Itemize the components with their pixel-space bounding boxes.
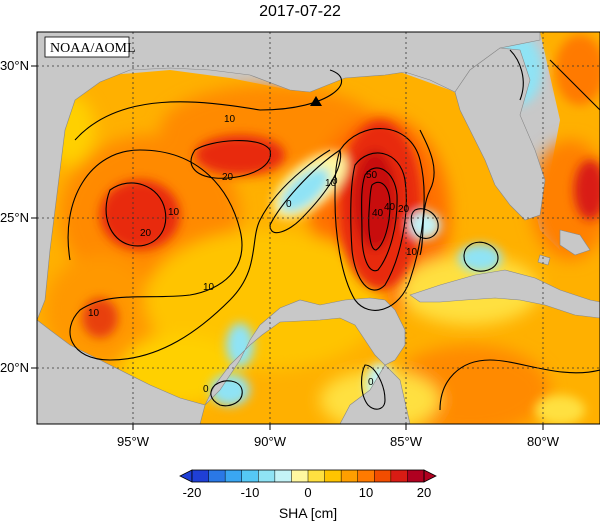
colorbar	[179, 469, 437, 483]
contour-lines	[67, 49, 600, 411]
colorbar-tick-label: 20	[417, 485, 431, 500]
colorbar-tick-label: 0	[304, 485, 311, 500]
y-tick-label: 20°N	[0, 360, 29, 375]
colorbar-arrow-low	[179, 469, 193, 483]
station-marker-triangle	[310, 96, 322, 106]
colorbar-swatch	[341, 470, 359, 482]
contour-label: 0	[368, 377, 374, 388]
colorbar-swatch	[225, 470, 243, 482]
contour-label: 20	[140, 228, 152, 239]
contour-label: 10	[168, 207, 180, 218]
contour-label: 0	[332, 176, 338, 187]
contour-label: 10	[224, 114, 236, 125]
colorbar-swatch	[390, 470, 408, 482]
colorbar-arrow-high	[423, 469, 437, 483]
colorbar-swatch	[374, 470, 392, 482]
contour-labels: 10 10 20 10 20 0 10 0 40 20 10 10 50 40 …	[88, 114, 418, 395]
contour-label: 0	[286, 199, 292, 210]
colorbar-swatch	[308, 470, 326, 482]
colorbar-tick-label: -20	[183, 485, 202, 500]
colorbar-swatch	[291, 470, 309, 482]
credit-label: NOAA/AOML	[50, 41, 136, 56]
colorbar-swatch	[208, 470, 226, 482]
contour-label: 20	[222, 172, 234, 183]
contour-label: 40	[372, 208, 384, 219]
x-tick-label: 90°W	[254, 434, 287, 449]
colorbar-ticks: -20 -10 0 10 20	[183, 485, 432, 500]
colorbar-label: SHA [cm]	[279, 505, 337, 521]
colorbar-swatch	[324, 470, 342, 482]
colorbar-swatch	[407, 470, 425, 482]
land-cuba	[409, 269, 600, 319]
colorbar-tick-label: 10	[359, 485, 373, 500]
contour-label: 40	[384, 202, 396, 213]
credit-box: NOAA/AOML	[44, 36, 136, 58]
contour-label: 10	[203, 282, 215, 293]
contour-label: 20	[398, 204, 410, 215]
colorbar-swatch	[274, 470, 292, 482]
x-tick-label: 80°W	[527, 434, 560, 449]
land-central-america	[339, 364, 411, 424]
colorbar-swatch	[357, 470, 375, 482]
contour-label: 10	[406, 247, 418, 258]
contour-label: 10	[325, 178, 337, 189]
contour-label: 0	[203, 384, 209, 395]
land-islands	[559, 229, 591, 256]
map-title: 2017-07-22	[259, 3, 341, 20]
colorbar-swatch	[241, 470, 259, 482]
y-axis: 30°N 25°N 20°N	[0, 58, 37, 375]
contour-label: 50	[366, 170, 378, 181]
x-tick-label: 85°W	[390, 434, 423, 449]
y-tick-label: 30°N	[0, 58, 29, 73]
x-axis: 95°W 90°W 85°W 80°W	[117, 424, 560, 449]
colorbar-tick-label: -10	[241, 485, 260, 500]
x-tick-label: 95°W	[117, 434, 150, 449]
y-tick-label: 25°N	[0, 210, 29, 225]
colorbar-swatch	[192, 470, 210, 482]
graticule	[37, 32, 600, 424]
plot-frame	[36, 31, 600, 425]
colorbar-swatch	[258, 470, 276, 482]
contour-label: 10	[88, 308, 100, 319]
